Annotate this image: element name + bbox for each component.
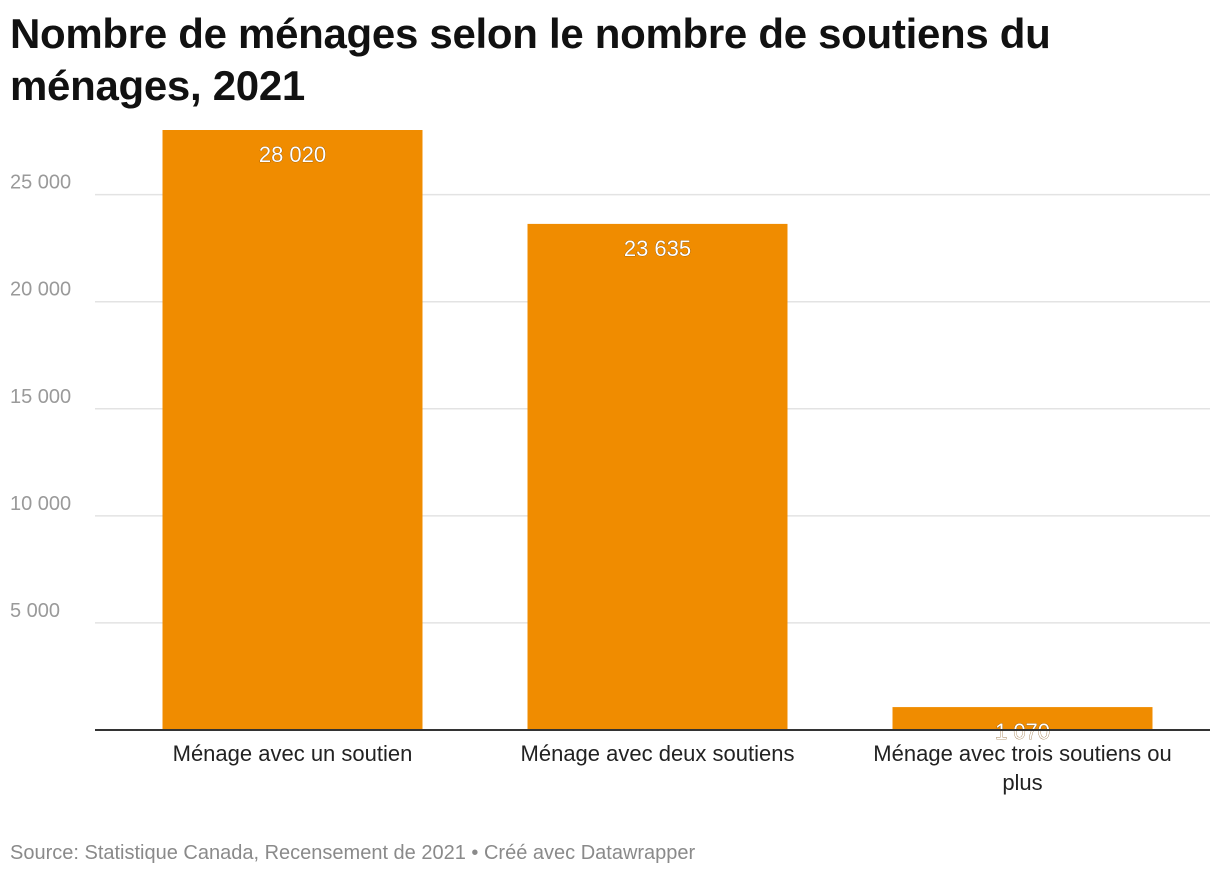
x-tick-label: Ménage avec trois soutiens ou — [873, 741, 1171, 766]
x-axis: Ménage avec un soutien Ménage avec deux s… — [95, 729, 1210, 795]
bar-value-label: 28 020 — [259, 142, 326, 167]
x-tick-label: Ménage avec un soutien — [173, 741, 413, 766]
bar — [892, 707, 1153, 730]
source-text: Source: Statistique Canada, Recensement … — [10, 842, 466, 864]
bar — [162, 130, 423, 730]
source-note: Source: Statistique Canada, Recensement … — [10, 842, 695, 865]
y-tick-label: 15 000 — [10, 386, 71, 408]
bar-value-label: 1 070 — [995, 719, 1050, 744]
y-tick-label: 20 000 — [10, 279, 71, 301]
y-tick-label: 25 000 — [10, 172, 71, 194]
bars: 28 020 23 635 1 070 — [162, 130, 1153, 744]
bar — [527, 223, 788, 730]
y-tick-label: 10 000 — [10, 493, 71, 515]
source-separator: • — [465, 842, 484, 864]
x-tick-label: Ménage avec deux soutiens — [521, 741, 795, 766]
y-axis: 5 000 10 000 15 000 20 000 25 000 — [10, 172, 71, 622]
bar-value-label: 23 635 — [624, 236, 691, 261]
x-tick-label: plus — [1002, 770, 1042, 795]
y-tick-label: 5 000 — [10, 600, 60, 622]
credit-text: Créé avec Datawrapper — [483, 842, 696, 864]
chart-title: Nombre de ménages selon le nombre de sou… — [10, 10, 1051, 109]
